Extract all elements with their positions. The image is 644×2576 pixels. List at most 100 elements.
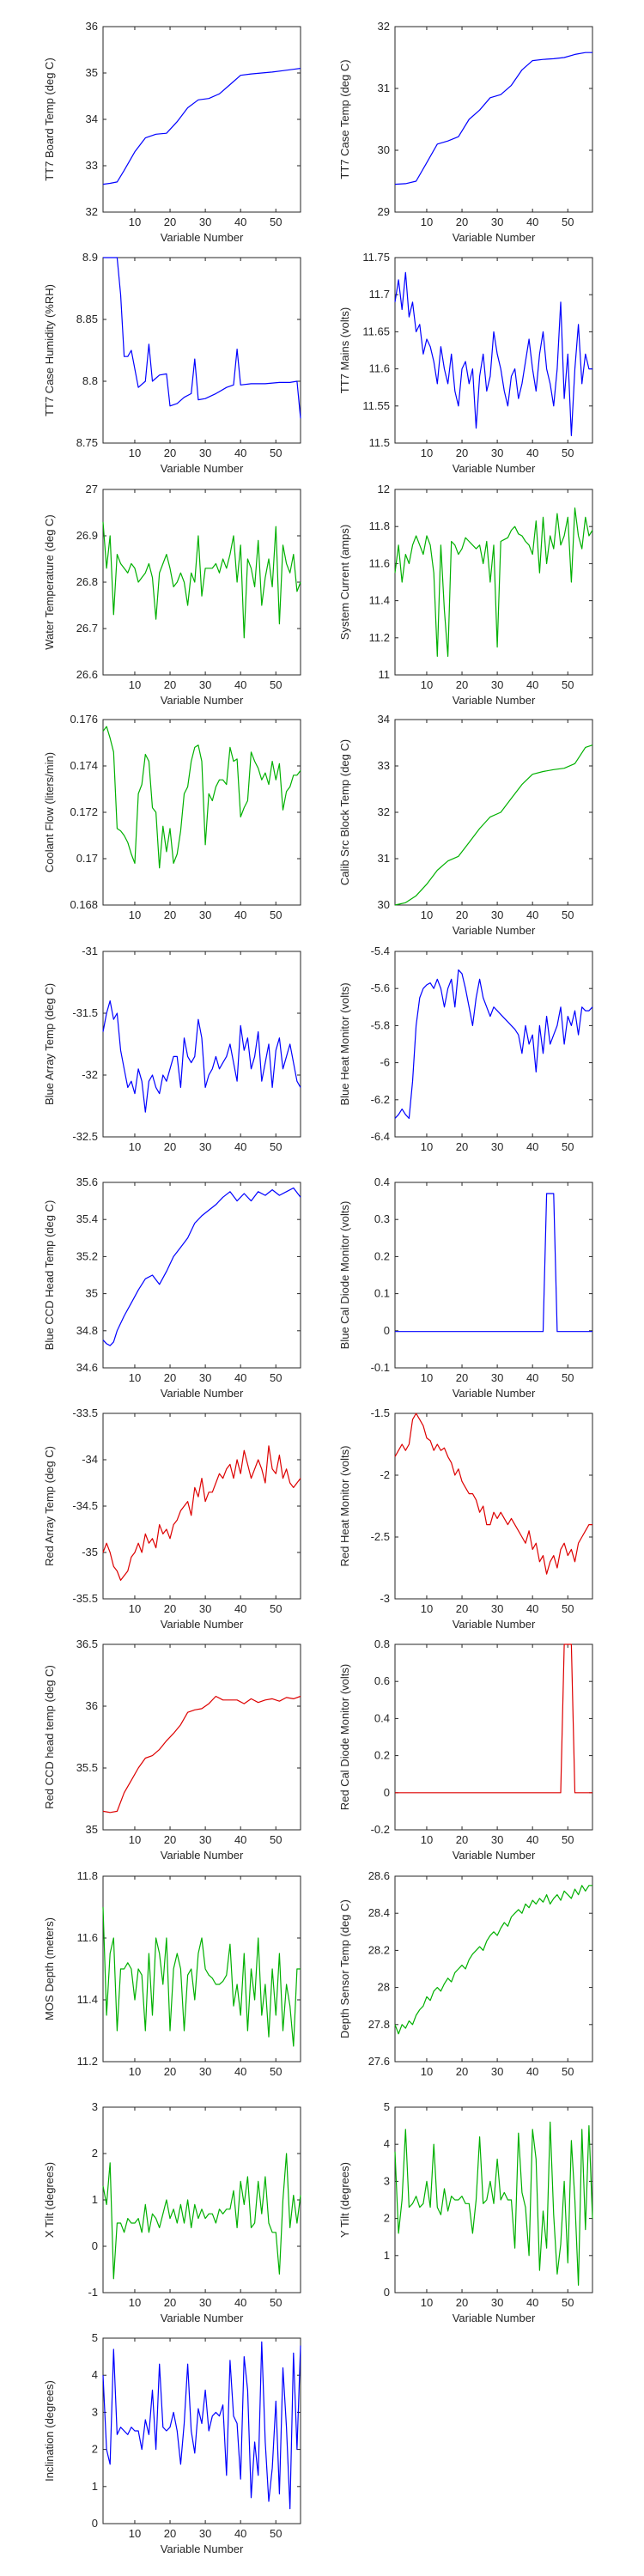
y-tick-label: 11.6	[369, 556, 390, 569]
y-tick-label: 8.85	[76, 313, 98, 325]
x-tick-label: 30	[491, 1140, 503, 1153]
y-tick-label: -5.6	[371, 981, 390, 994]
series-line	[394, 2121, 593, 2286]
x-tick-label: 30	[491, 908, 503, 921]
x-tick-label: 30	[199, 2527, 211, 2540]
x-tick-label: 10	[129, 2296, 141, 2309]
y-tick-label: 4	[384, 2137, 390, 2150]
plot-frame	[102, 951, 301, 1138]
y-tick-label: 0.3	[374, 1212, 390, 1225]
y-tick-label: 30	[378, 143, 390, 156]
y-tick-label: 0.8	[374, 1637, 390, 1650]
y-tick-label: -2	[380, 1468, 390, 1481]
chart-panel: 10 20 30 40 50 30 31 32 33 34 Variable Number Calib…	[338, 713, 593, 937]
y-tick-label: 31	[378, 852, 390, 865]
x-tick-label: 40	[526, 908, 538, 921]
y-axis-label: Depth Sensor Temp (deg C)	[338, 1899, 351, 2038]
y-axis-label: Blue Heat Monitor (volts)	[338, 982, 351, 1105]
x-axis-label: Variable Number	[453, 231, 536, 244]
y-tick-label: 34.8	[76, 1324, 98, 1337]
x-tick-label: 40	[234, 1371, 246, 1384]
y-tick-label: -6.2	[371, 1093, 390, 1106]
x-tick-label: 50	[562, 2296, 574, 2309]
y-tick-label: 26.7	[76, 622, 98, 635]
x-tick-label: 50	[562, 678, 574, 691]
plot-frame	[394, 1875, 593, 2063]
x-tick-label: 50	[270, 1371, 282, 1384]
x-axis-label: Variable Number	[161, 2543, 244, 2555]
chart-panel: 10 20 30 40 50 26.6 26.7 26.8 26.9 27 Variable Num…	[43, 483, 301, 707]
y-axis-label: TT7 Mains (volts)	[338, 307, 351, 393]
x-tick-label: 50	[270, 2527, 282, 2540]
y-axis-label: Blue Array Temp (deg C)	[43, 983, 56, 1105]
x-tick-label: 20	[164, 447, 176, 459]
x-tick-label: 10	[421, 908, 433, 921]
x-tick-label: 40	[234, 2065, 246, 2078]
y-tick-label: -2.5	[371, 1530, 390, 1543]
x-tick-label: 20	[164, 1602, 176, 1615]
y-tick-label: -32	[82, 1068, 98, 1081]
y-tick-label: 35	[86, 1823, 98, 1836]
x-tick-label: 30	[491, 678, 503, 691]
plot-frame	[394, 257, 593, 444]
x-tick-label: 10	[129, 1833, 141, 1846]
chart-panel: 10 20 30 40 50 35 35.5 36 36.5 Variable Number Red…	[43, 1637, 301, 1862]
x-tick-label: 20	[164, 2296, 176, 2309]
series-line	[394, 969, 593, 1120]
y-tick-label: 8.8	[82, 374, 98, 387]
x-tick-label: 10	[421, 1371, 433, 1384]
y-tick-label: 27	[86, 483, 98, 495]
y-tick-label: 0.2	[374, 1249, 390, 1262]
x-tick-label: 50	[562, 1140, 574, 1153]
x-axis-label: Variable Number	[453, 924, 536, 937]
series-line	[102, 2341, 301, 2510]
y-tick-label: 11.5	[369, 436, 390, 449]
y-tick-label: 0.168	[70, 898, 98, 911]
y-tick-label: 0.4	[374, 1711, 390, 1724]
y-tick-label: -5.8	[371, 1018, 390, 1031]
chart-panel: 10 20 30 40 50 -1 0 1 2 3 Variable Number X Tilt (d…	[43, 2100, 301, 2324]
series-line	[395, 1193, 592, 1333]
plot-frame	[102, 1643, 301, 1831]
plot-frame	[394, 26, 593, 213]
x-tick-label: 50	[562, 2065, 574, 2078]
y-tick-label: 35.2	[76, 1249, 98, 1262]
x-tick-label: 20	[456, 447, 468, 459]
y-tick-label: 34	[378, 713, 390, 726]
x-tick-label: 30	[199, 2065, 211, 2078]
y-axis-label: TT7 Case Temp (deg C)	[338, 59, 351, 179]
x-tick-label: 20	[456, 1371, 468, 1384]
chart-panel: 10 20 30 40 50 34.6 34.8 35 35.2 35.4 35.6 Variable…	[43, 1176, 301, 1400]
x-tick-label: 20	[456, 908, 468, 921]
y-tick-label: 36	[86, 1699, 98, 1712]
x-axis-label: Variable Number	[161, 1849, 244, 1862]
y-tick-label: -3	[380, 1592, 390, 1605]
x-tick-label: 30	[199, 908, 211, 921]
y-tick-label: 11	[379, 668, 391, 681]
x-tick-label: 10	[421, 1833, 433, 1846]
x-tick-label: 10	[421, 2065, 433, 2078]
y-tick-label: 0.2	[374, 1749, 390, 1762]
y-tick-label: -33.5	[72, 1406, 98, 1419]
x-tick-label: 50	[270, 2065, 282, 2078]
y-tick-label: 26.8	[76, 575, 98, 588]
x-axis-label: Variable Number	[453, 1849, 536, 1862]
x-tick-label: 10	[129, 1140, 141, 1153]
y-tick-label: 11.6	[369, 362, 390, 375]
y-tick-label: -5.4	[371, 945, 390, 957]
y-tick-label: 0.172	[70, 805, 98, 818]
y-tick-label: 30	[378, 898, 390, 911]
y-tick-label: -35.5	[72, 1592, 98, 1605]
x-tick-label: 20	[456, 216, 468, 228]
x-tick-label: 10	[421, 1140, 433, 1153]
x-tick-label: 40	[234, 216, 246, 228]
x-axis-label: Variable Number	[161, 2312, 244, 2324]
y-tick-label: 28	[378, 1981, 390, 1994]
x-axis-label: Variable Number	[161, 1387, 244, 1400]
y-tick-label: 11.2	[77, 2055, 98, 2068]
plot-frame	[394, 1413, 593, 1600]
x-tick-label: 40	[234, 1602, 246, 1615]
x-tick-label: 20	[456, 2065, 468, 2078]
x-tick-label: 50	[270, 1602, 282, 1615]
